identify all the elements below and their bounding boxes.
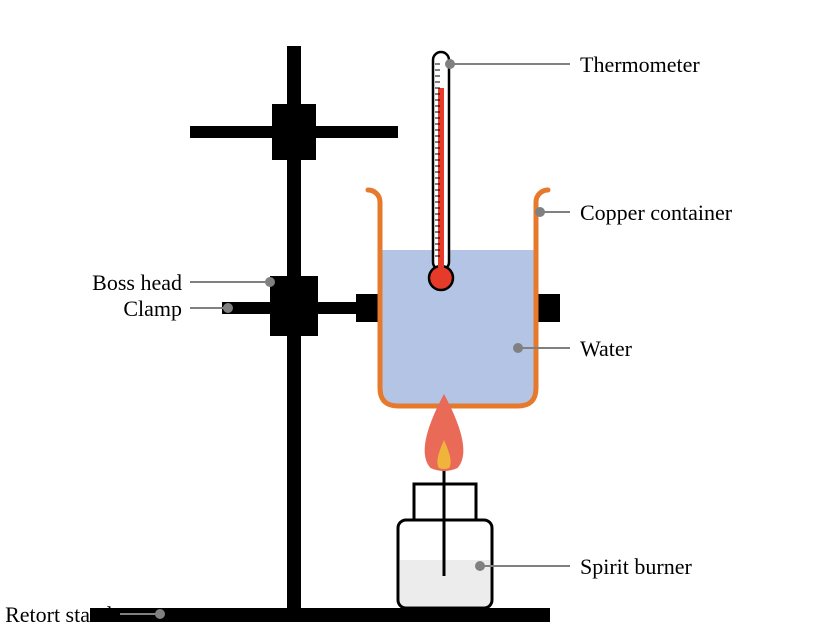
clamp-jaw-right [536,294,560,322]
leader-dot-thermometer [445,59,455,69]
leader-dot-retort_stand [155,609,165,619]
label-copper_container: Copper container [580,200,733,225]
boss-head [270,276,318,336]
label-thermometer: Thermometer [580,52,700,77]
calorimetry-apparatus-diagram: Thermometer Copper container Boss headClam… [0,0,830,643]
leader-dot-boss_head [265,277,275,287]
thermometer [429,52,453,290]
label-spirit_burner: Spirit burner [580,554,692,579]
copper-container [368,190,548,406]
labels-layer: Thermometer Copper container Boss headClam… [5,52,733,627]
label-boss_head: Boss head [92,270,182,295]
water [382,250,534,404]
top-boss-head [272,104,316,160]
leader-dot-spirit_burner [475,561,485,571]
label-water: Water [580,336,633,361]
leader-dot-clamp [223,303,233,313]
leader-dot-water [513,343,523,353]
spirit-burner [398,452,492,608]
clamp-jaw-left [356,294,380,322]
label-retort_stand: Retort stand [5,602,112,627]
leader-dot-copper_container [535,207,545,217]
label-clamp: Clamp [123,296,182,321]
